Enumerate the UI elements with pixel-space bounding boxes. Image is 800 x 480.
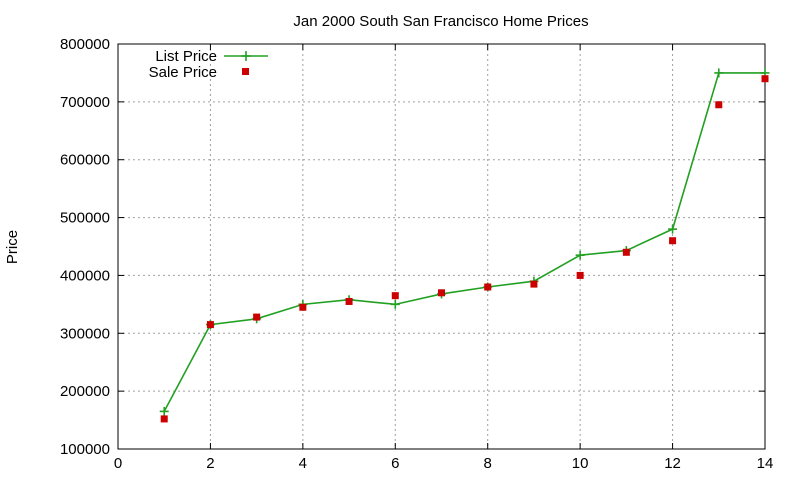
list-price-point xyxy=(575,250,585,260)
y-tick-label: 300000 xyxy=(60,325,110,342)
series-layer xyxy=(159,68,770,423)
sale-price-point xyxy=(715,101,723,109)
sale-price-point xyxy=(669,237,677,245)
sale-price-point xyxy=(622,248,630,256)
plot-frame xyxy=(117,43,766,450)
sale-price-point xyxy=(299,303,307,311)
chart-title: Jan 2000 South San Francisco Home Prices xyxy=(293,13,588,30)
x-tick-label: 2 xyxy=(206,455,214,472)
list-price-point xyxy=(668,224,678,234)
x-tick-label: 0 xyxy=(114,455,122,472)
y-axis-label: Price xyxy=(4,230,21,264)
x-tick-label: 4 xyxy=(299,455,307,472)
y-tick-label: 700000 xyxy=(60,94,110,111)
list-price-point xyxy=(159,406,169,416)
sale-price-point xyxy=(576,271,584,279)
legend-marker-sale-price xyxy=(242,68,249,75)
sale-price-point xyxy=(206,321,214,329)
x-tick-label: 12 xyxy=(664,455,681,472)
x-axis-ticks: 0 2 4 6 8 10 12 14 xyxy=(114,44,774,472)
sale-price-point xyxy=(160,415,168,423)
sale-price-point xyxy=(253,313,261,321)
y-tick-label: 100000 xyxy=(60,441,110,458)
y-axis-ticks: 100000 200000 300000 400000 500000 600000 7000… xyxy=(60,36,765,458)
x-tick-label: 8 xyxy=(484,455,492,472)
y-tick-label: 500000 xyxy=(60,210,110,227)
sale-price-point xyxy=(438,289,445,297)
sale-price-point xyxy=(345,297,353,305)
sale-price-point xyxy=(391,292,399,300)
sale-price-point xyxy=(761,75,769,83)
x-tick-label: 10 xyxy=(572,455,589,472)
y-tick-label: 800000 xyxy=(60,36,110,53)
legend-label-sale-price: Sale Price xyxy=(149,64,217,81)
y-tick-label: 200000 xyxy=(60,383,110,400)
sale-price-point xyxy=(530,280,538,288)
y-tick-label: 600000 xyxy=(60,152,110,169)
y-tick-label: 400000 xyxy=(60,267,110,284)
series-line-list-price xyxy=(163,72,765,412)
list-price-point xyxy=(714,68,724,78)
x-tick-label: 6 xyxy=(391,455,399,472)
legend: List Price Sale Price xyxy=(149,48,268,81)
x-tick-label: 14 xyxy=(757,455,774,472)
grid-lines xyxy=(118,44,765,449)
sale-price-point xyxy=(484,283,492,291)
legend-marker-list-price xyxy=(241,51,251,61)
list-price-point xyxy=(390,299,400,309)
legend-label-list-price: List Price xyxy=(155,48,217,65)
